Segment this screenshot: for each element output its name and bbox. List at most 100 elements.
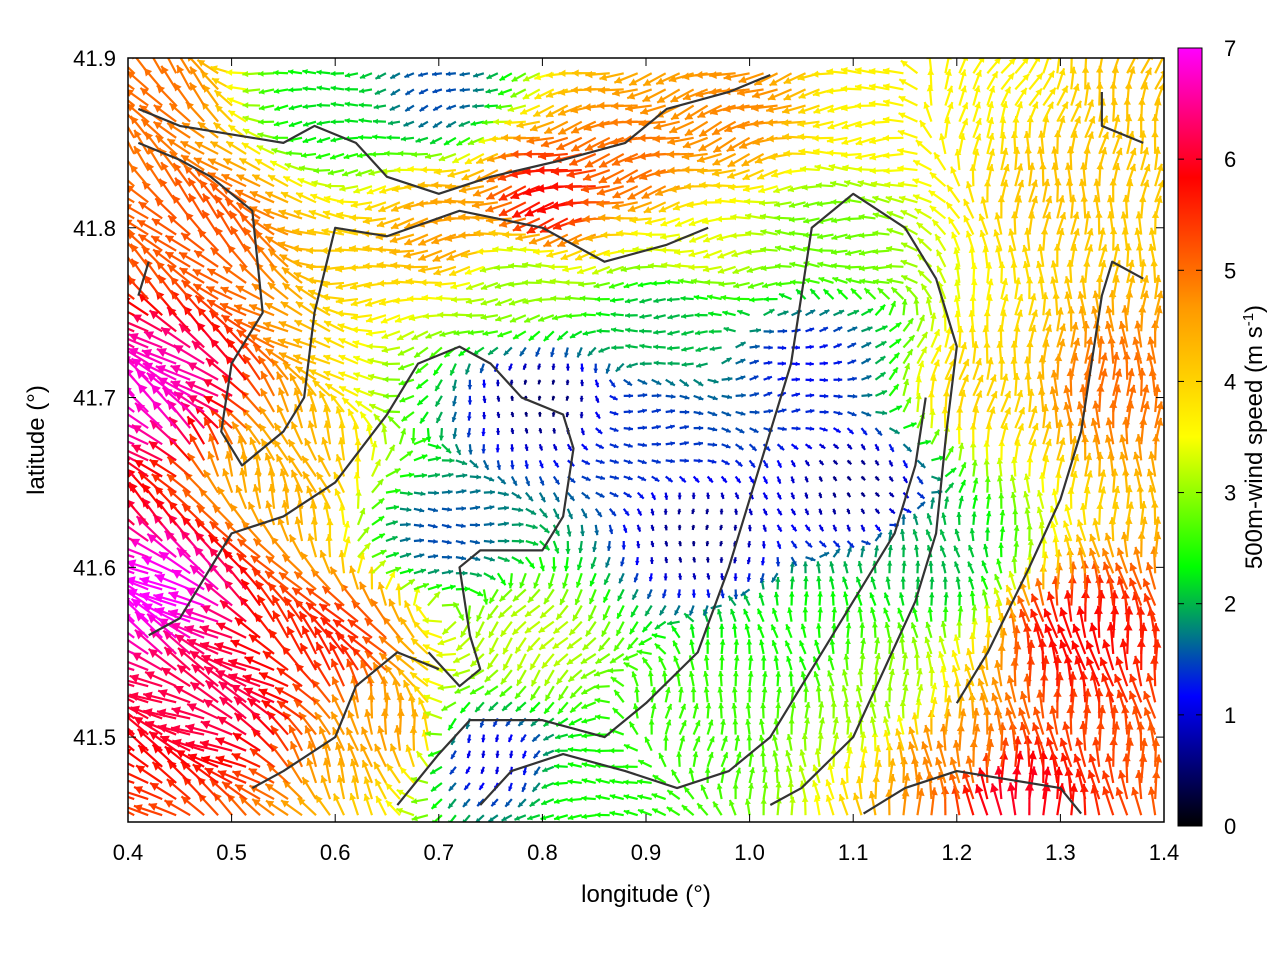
wind-arrow <box>763 329 774 334</box>
wind-arrow <box>427 443 442 450</box>
wind-arrow <box>874 637 881 655</box>
wind-arrow <box>576 347 583 358</box>
wind-arrow <box>791 426 801 431</box>
wind-arrow <box>566 524 572 537</box>
wind-arrow <box>481 379 487 388</box>
colorbar-label-sup: -1 <box>1240 313 1257 326</box>
wind-arrow <box>874 459 880 466</box>
wind-arrow <box>413 346 429 359</box>
wind-arrow <box>449 363 457 376</box>
wind-arrow <box>998 542 1004 558</box>
wind-arrow <box>719 573 725 581</box>
wind-arrow <box>1131 786 1143 816</box>
wind-arrow <box>371 478 384 494</box>
wind-arrow <box>665 441 676 446</box>
wind-arrow <box>446 104 457 111</box>
wind-arrow <box>843 561 849 574</box>
wind-arrow <box>650 508 655 516</box>
wind-arrow <box>222 549 247 575</box>
wind-arrow <box>441 569 454 575</box>
wind-arrow <box>1031 722 1045 752</box>
wind-arrow <box>721 427 732 433</box>
wind-arrow <box>630 604 639 618</box>
wind-arrow <box>916 475 924 485</box>
wind-arrow <box>748 443 758 452</box>
wind-arrow <box>1026 523 1033 542</box>
wind-arrow <box>763 408 774 414</box>
wind-arrow <box>1044 623 1059 655</box>
wind-arrow <box>681 346 694 352</box>
wind-arrow <box>497 556 510 563</box>
wind-arrow <box>272 610 290 639</box>
wind-arrow <box>744 623 751 639</box>
wind-arrow <box>258 88 275 95</box>
wind-arrow <box>749 359 760 365</box>
wind-arrow <box>990 783 1003 816</box>
wind-arrow <box>524 460 529 469</box>
wind-arrow <box>128 667 135 672</box>
wind-arrow <box>634 686 640 703</box>
wind-arrow <box>323 502 332 526</box>
wind-arrow <box>628 721 639 736</box>
wind-arrow <box>944 496 950 509</box>
wind-arrow <box>565 379 570 386</box>
wind-arrow <box>692 703 699 719</box>
wind-arrow <box>181 503 205 526</box>
wind-arrow <box>884 700 891 719</box>
wind-arrow <box>497 604 513 619</box>
wind-arrow <box>200 755 233 768</box>
wind-arrow <box>916 221 933 236</box>
wind-arrow <box>773 591 780 606</box>
wind-arrow <box>814 748 822 767</box>
wind-arrow <box>553 798 569 805</box>
wind-arrow <box>696 802 709 816</box>
wind-arrow <box>912 159 932 172</box>
wind-arrow <box>707 442 718 448</box>
wind-arrow <box>924 636 933 655</box>
wind-arrow <box>653 298 666 304</box>
wind-arrow <box>128 614 135 623</box>
wind-arrow <box>128 179 135 188</box>
wind-arrow <box>650 524 655 532</box>
wind-arrow <box>459 701 471 714</box>
wind-arrow <box>231 770 261 784</box>
wind-arrow <box>185 380 219 397</box>
wind-arrow <box>846 540 855 549</box>
wind-arrow <box>799 749 807 768</box>
wind-arrow <box>705 508 710 515</box>
wind-arrow <box>393 653 415 671</box>
wind-arrow <box>215 669 247 688</box>
wind-arrow <box>216 715 247 736</box>
wind-arrow <box>916 459 927 469</box>
wind-arrow <box>688 767 695 784</box>
wind-arrow <box>294 516 304 542</box>
wind-arrow <box>566 313 582 319</box>
wind-arrow <box>703 605 709 617</box>
wind-arrow <box>901 652 909 671</box>
wind-arrow <box>637 425 648 431</box>
wind-arrow <box>942 606 949 622</box>
wind-arrow <box>609 793 625 801</box>
wind-arrow <box>441 554 453 560</box>
wind-arrow <box>651 408 662 414</box>
wind-arrow <box>705 492 711 500</box>
wind-arrow <box>700 784 709 800</box>
wind-arrow <box>805 361 814 367</box>
wind-arrow <box>705 524 710 531</box>
wind-arrow <box>399 766 415 784</box>
wind-arrow <box>579 411 584 419</box>
wind-arrow <box>463 782 471 791</box>
wind-arrow <box>427 456 442 462</box>
wind-arrow <box>721 459 731 466</box>
wind-arrow <box>638 636 653 646</box>
wind-arrow <box>346 658 360 687</box>
wind-arrow <box>1014 58 1030 74</box>
wind-arrow <box>521 750 527 759</box>
wind-arrow <box>431 71 443 77</box>
wind-arrow <box>129 673 163 688</box>
wind-arrow <box>486 653 499 670</box>
wind-arrow <box>638 169 667 181</box>
wind-arrow <box>305 601 331 623</box>
wind-arrow <box>382 376 400 383</box>
wind-arrow <box>215 622 247 639</box>
